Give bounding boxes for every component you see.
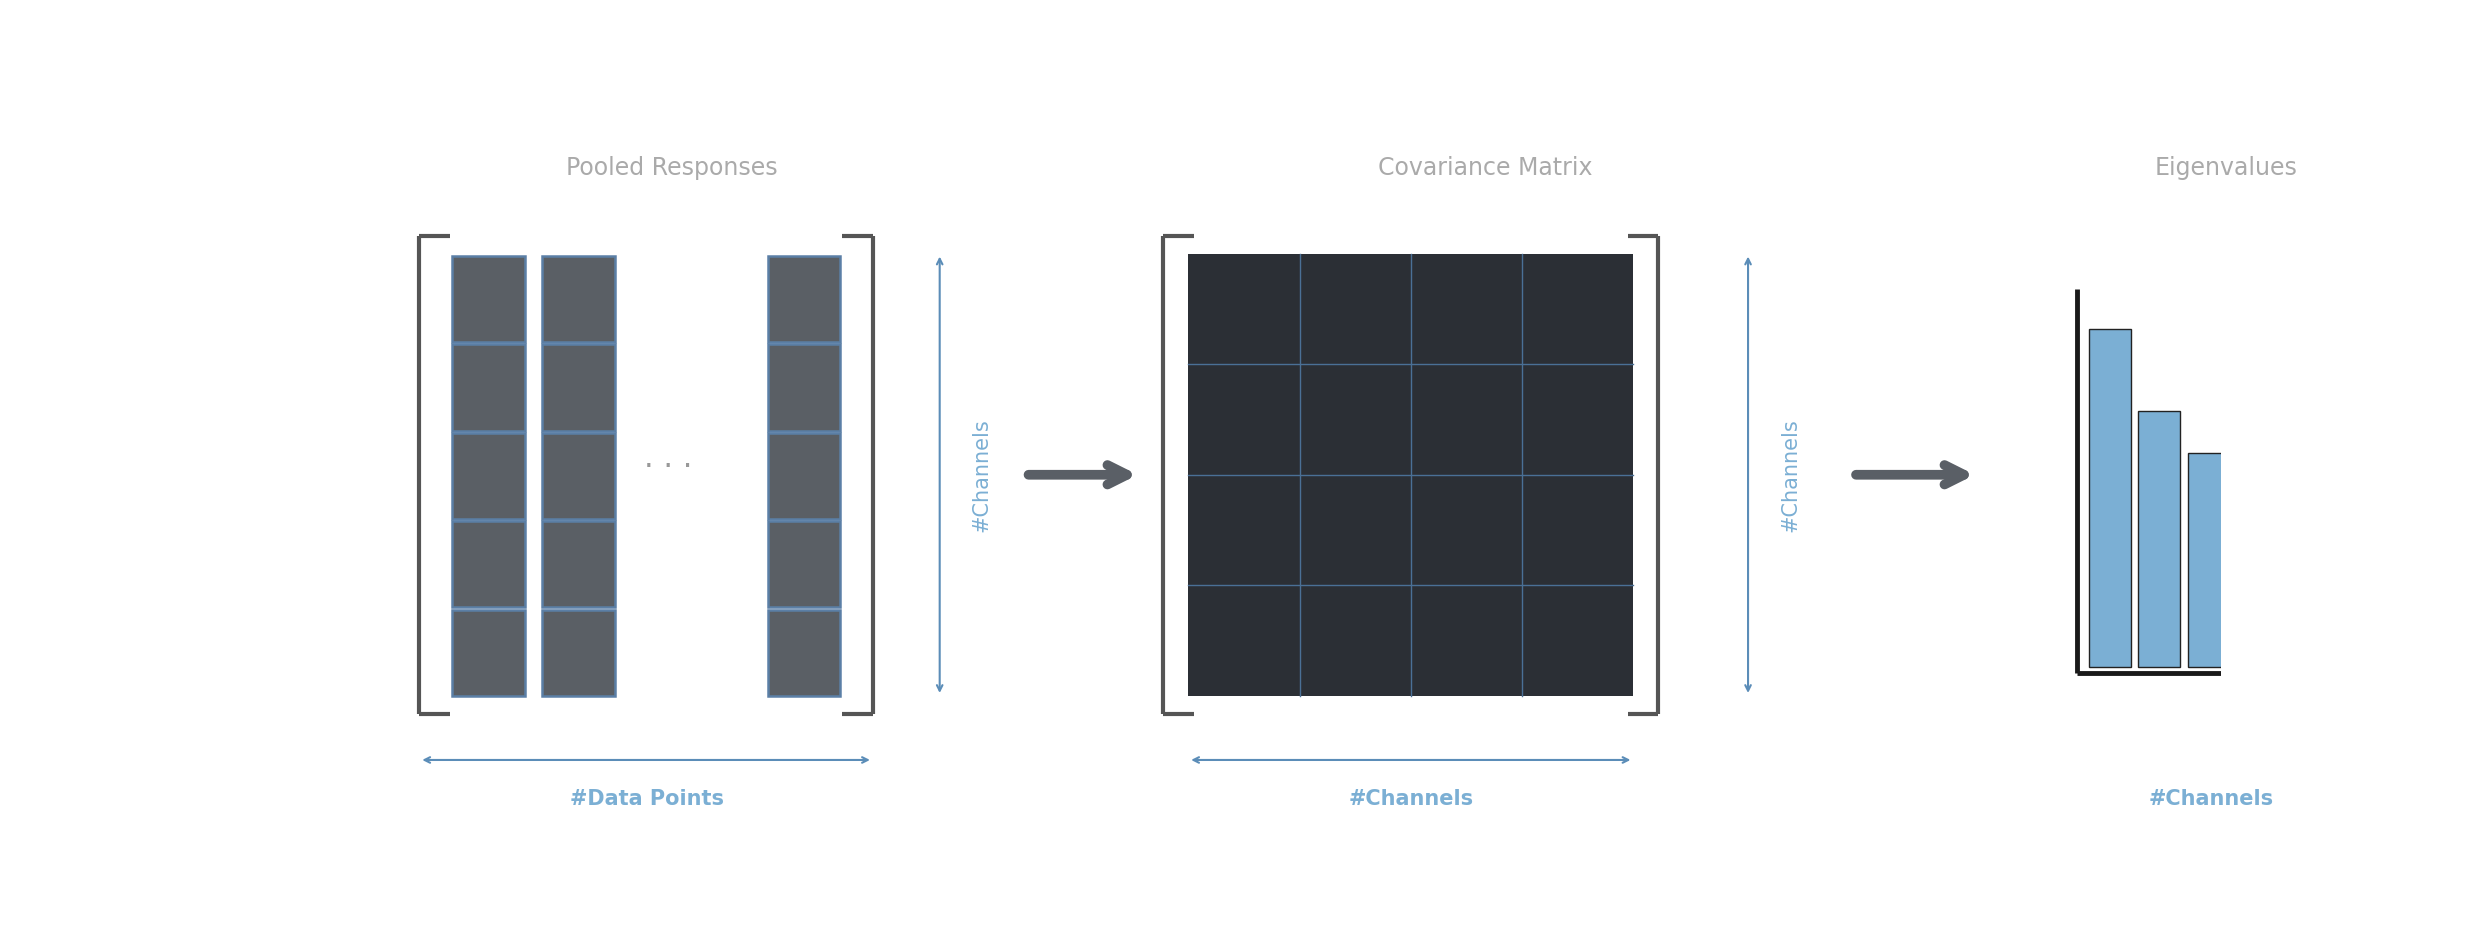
FancyBboxPatch shape [768, 609, 839, 695]
FancyBboxPatch shape [2288, 560, 2330, 668]
FancyBboxPatch shape [452, 609, 526, 695]
Text: #Data Points: #Data Points [570, 789, 723, 809]
FancyBboxPatch shape [2238, 532, 2280, 668]
Text: Pooled Responses: Pooled Responses [565, 156, 777, 181]
FancyBboxPatch shape [2137, 410, 2179, 668]
Text: Covariance Matrix: Covariance Matrix [1377, 156, 1592, 181]
FancyBboxPatch shape [543, 521, 615, 607]
FancyBboxPatch shape [452, 256, 526, 342]
FancyBboxPatch shape [452, 521, 526, 607]
FancyBboxPatch shape [543, 609, 615, 695]
FancyBboxPatch shape [768, 432, 839, 519]
FancyBboxPatch shape [543, 344, 615, 431]
Text: #Channels: #Channels [2147, 789, 2273, 809]
FancyBboxPatch shape [768, 256, 839, 342]
FancyBboxPatch shape [768, 521, 839, 607]
Text: #Channels: #Channels [972, 418, 992, 532]
Text: #Channels: #Channels [1779, 418, 1799, 532]
FancyBboxPatch shape [2088, 329, 2130, 668]
FancyBboxPatch shape [1190, 254, 1634, 695]
FancyBboxPatch shape [2189, 454, 2231, 668]
FancyBboxPatch shape [768, 344, 839, 431]
FancyBboxPatch shape [452, 344, 526, 431]
Text: Eigenvalues: Eigenvalues [2155, 156, 2298, 181]
FancyBboxPatch shape [543, 432, 615, 519]
Text: · · ·: · · · [644, 453, 694, 482]
FancyBboxPatch shape [452, 432, 526, 519]
FancyBboxPatch shape [543, 256, 615, 342]
Text: #Channels: #Channels [1348, 789, 1473, 809]
